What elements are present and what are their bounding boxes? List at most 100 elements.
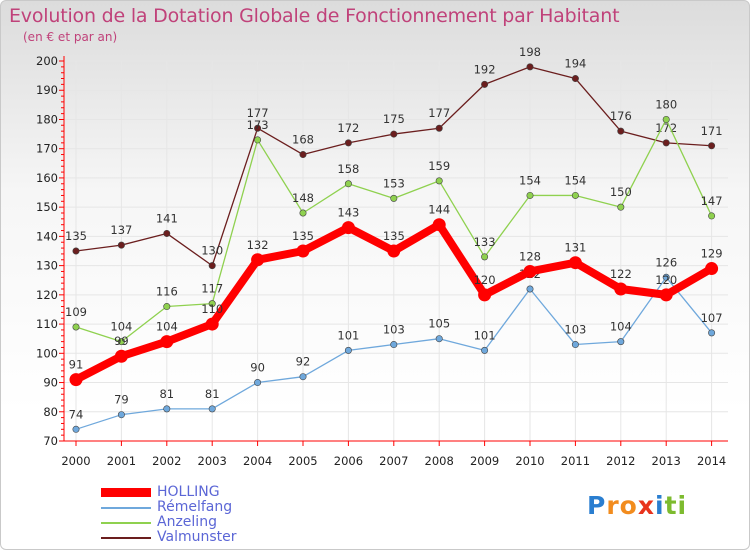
data-point-remelfang	[72, 425, 80, 433]
y-tick-label-70: 70	[43, 434, 58, 448]
x-tick-label-2007: 2007	[379, 454, 408, 468]
legend-label-anzeling: Anzeling	[157, 514, 217, 530]
data-point-anzeling	[481, 253, 489, 261]
data-label-remelfang: 103	[383, 323, 405, 337]
data-point-remelfang	[344, 346, 352, 354]
legend-swatch-valmunster	[101, 536, 151, 539]
data-label-remelfang: 104	[610, 320, 632, 334]
data-point-valmunster	[163, 229, 171, 237]
legend-swatch-remelfang	[101, 506, 151, 509]
data-label-valmunster: 130	[201, 244, 223, 258]
y-tick-label-100: 100	[36, 346, 58, 360]
data-point-remelfang	[526, 285, 534, 293]
logo-letter: t	[664, 491, 678, 520]
data-point-holling	[705, 262, 719, 276]
chart-title: Evolution de la Dotation Globale de Fonc…	[9, 5, 620, 27]
chart-legend: HOLLING Rémelfang Anzeling Valmunster	[101, 485, 237, 545]
x-tick-label-2011: 2011	[561, 454, 590, 468]
data-label-holling: 128	[519, 249, 541, 263]
data-label-holling: 135	[292, 229, 314, 243]
y-tick-label-150: 150	[36, 200, 58, 214]
data-label-remelfang: 105	[428, 317, 450, 331]
data-label-remelfang: 74	[69, 407, 84, 421]
data-point-remelfang	[117, 411, 125, 419]
data-point-remelfang	[708, 329, 716, 337]
data-point-anzeling	[208, 300, 216, 308]
data-point-holling	[114, 349, 128, 363]
data-label-holling: 110	[201, 302, 223, 316]
data-label-valmunster: 192	[474, 62, 496, 76]
data-label-valmunster: 175	[383, 112, 405, 126]
data-point-valmunster	[72, 247, 80, 255]
data-point-holling	[69, 373, 83, 387]
data-point-holling	[659, 288, 673, 302]
data-label-anzeling: 148	[292, 191, 314, 205]
data-point-valmunster	[617, 127, 625, 135]
legend-swatch-anzeling	[101, 521, 151, 524]
data-label-valmunster: 177	[247, 106, 269, 120]
data-label-holling: 91	[69, 358, 84, 372]
data-label-valmunster: 171	[701, 124, 723, 138]
data-label-remelfang: 79	[114, 393, 129, 407]
data-label-valmunster: 177	[428, 106, 450, 120]
data-label-anzeling: 133	[474, 235, 496, 249]
data-label-anzeling: 104	[110, 320, 132, 334]
data-label-anzeling: 150	[610, 185, 632, 199]
x-tick-label-2002: 2002	[152, 454, 181, 468]
data-point-remelfang	[299, 373, 307, 381]
data-label-remelfang: 126	[655, 255, 677, 269]
x-tick-label-2000: 2000	[61, 454, 90, 468]
data-label-holling: 122	[610, 267, 632, 281]
data-label-holling: 131	[564, 241, 586, 255]
y-tick-label-190: 190	[36, 83, 58, 97]
data-point-remelfang	[662, 273, 670, 281]
legend-item-holling: HOLLING	[101, 485, 237, 500]
data-label-anzeling: 116	[156, 285, 178, 299]
data-point-holling	[432, 218, 446, 232]
legend-item-valmunster: Valmunster	[101, 530, 237, 545]
data-label-holling: 129	[701, 247, 723, 261]
data-point-remelfang	[617, 338, 625, 346]
data-label-remelfang: 107	[701, 311, 723, 325]
data-label-holling: 104	[156, 320, 178, 334]
data-point-holling	[160, 335, 174, 349]
data-label-remelfang: 81	[205, 387, 220, 401]
data-point-anzeling	[117, 338, 125, 346]
data-label-remelfang: 90	[250, 361, 265, 375]
data-point-remelfang	[390, 341, 398, 349]
data-point-valmunster	[254, 124, 262, 132]
data-point-remelfang	[163, 405, 171, 413]
data-point-anzeling	[662, 115, 670, 123]
data-label-holling: 132	[247, 238, 269, 252]
logo-letter: o	[619, 491, 638, 520]
x-tick-label-2010: 2010	[515, 454, 544, 468]
proxiti-logo: Proxiti	[587, 491, 687, 520]
data-label-holling: 99	[114, 334, 129, 348]
logo-letter: x	[637, 491, 655, 520]
y-tick-label-130: 130	[36, 259, 58, 273]
data-label-valmunster: 135	[65, 229, 87, 243]
y-tick-label-110: 110	[36, 317, 58, 331]
y-tick-label-80: 80	[43, 405, 58, 419]
logo-letter: i	[655, 491, 665, 520]
data-point-holling	[523, 264, 537, 278]
data-point-holling	[387, 244, 401, 258]
data-label-anzeling: 180	[655, 97, 677, 111]
data-label-anzeling: 173	[247, 118, 269, 132]
data-point-anzeling	[526, 191, 534, 199]
data-label-remelfang: 101	[337, 328, 359, 342]
data-label-holling: 120	[474, 273, 496, 287]
data-point-remelfang	[571, 341, 579, 349]
data-point-anzeling	[617, 203, 625, 211]
data-point-anzeling	[344, 180, 352, 188]
data-point-valmunster	[526, 63, 534, 71]
x-tick-label-2005: 2005	[288, 454, 317, 468]
data-label-valmunster: 198	[519, 45, 541, 59]
logo-letter: r	[606, 491, 620, 520]
data-point-remelfang	[208, 405, 216, 413]
logo-letter: P	[587, 491, 607, 520]
data-label-holling: 120	[655, 273, 677, 287]
data-point-anzeling	[571, 191, 579, 199]
data-label-remelfang: 103	[564, 323, 586, 337]
data-label-holling: 143	[337, 206, 359, 220]
